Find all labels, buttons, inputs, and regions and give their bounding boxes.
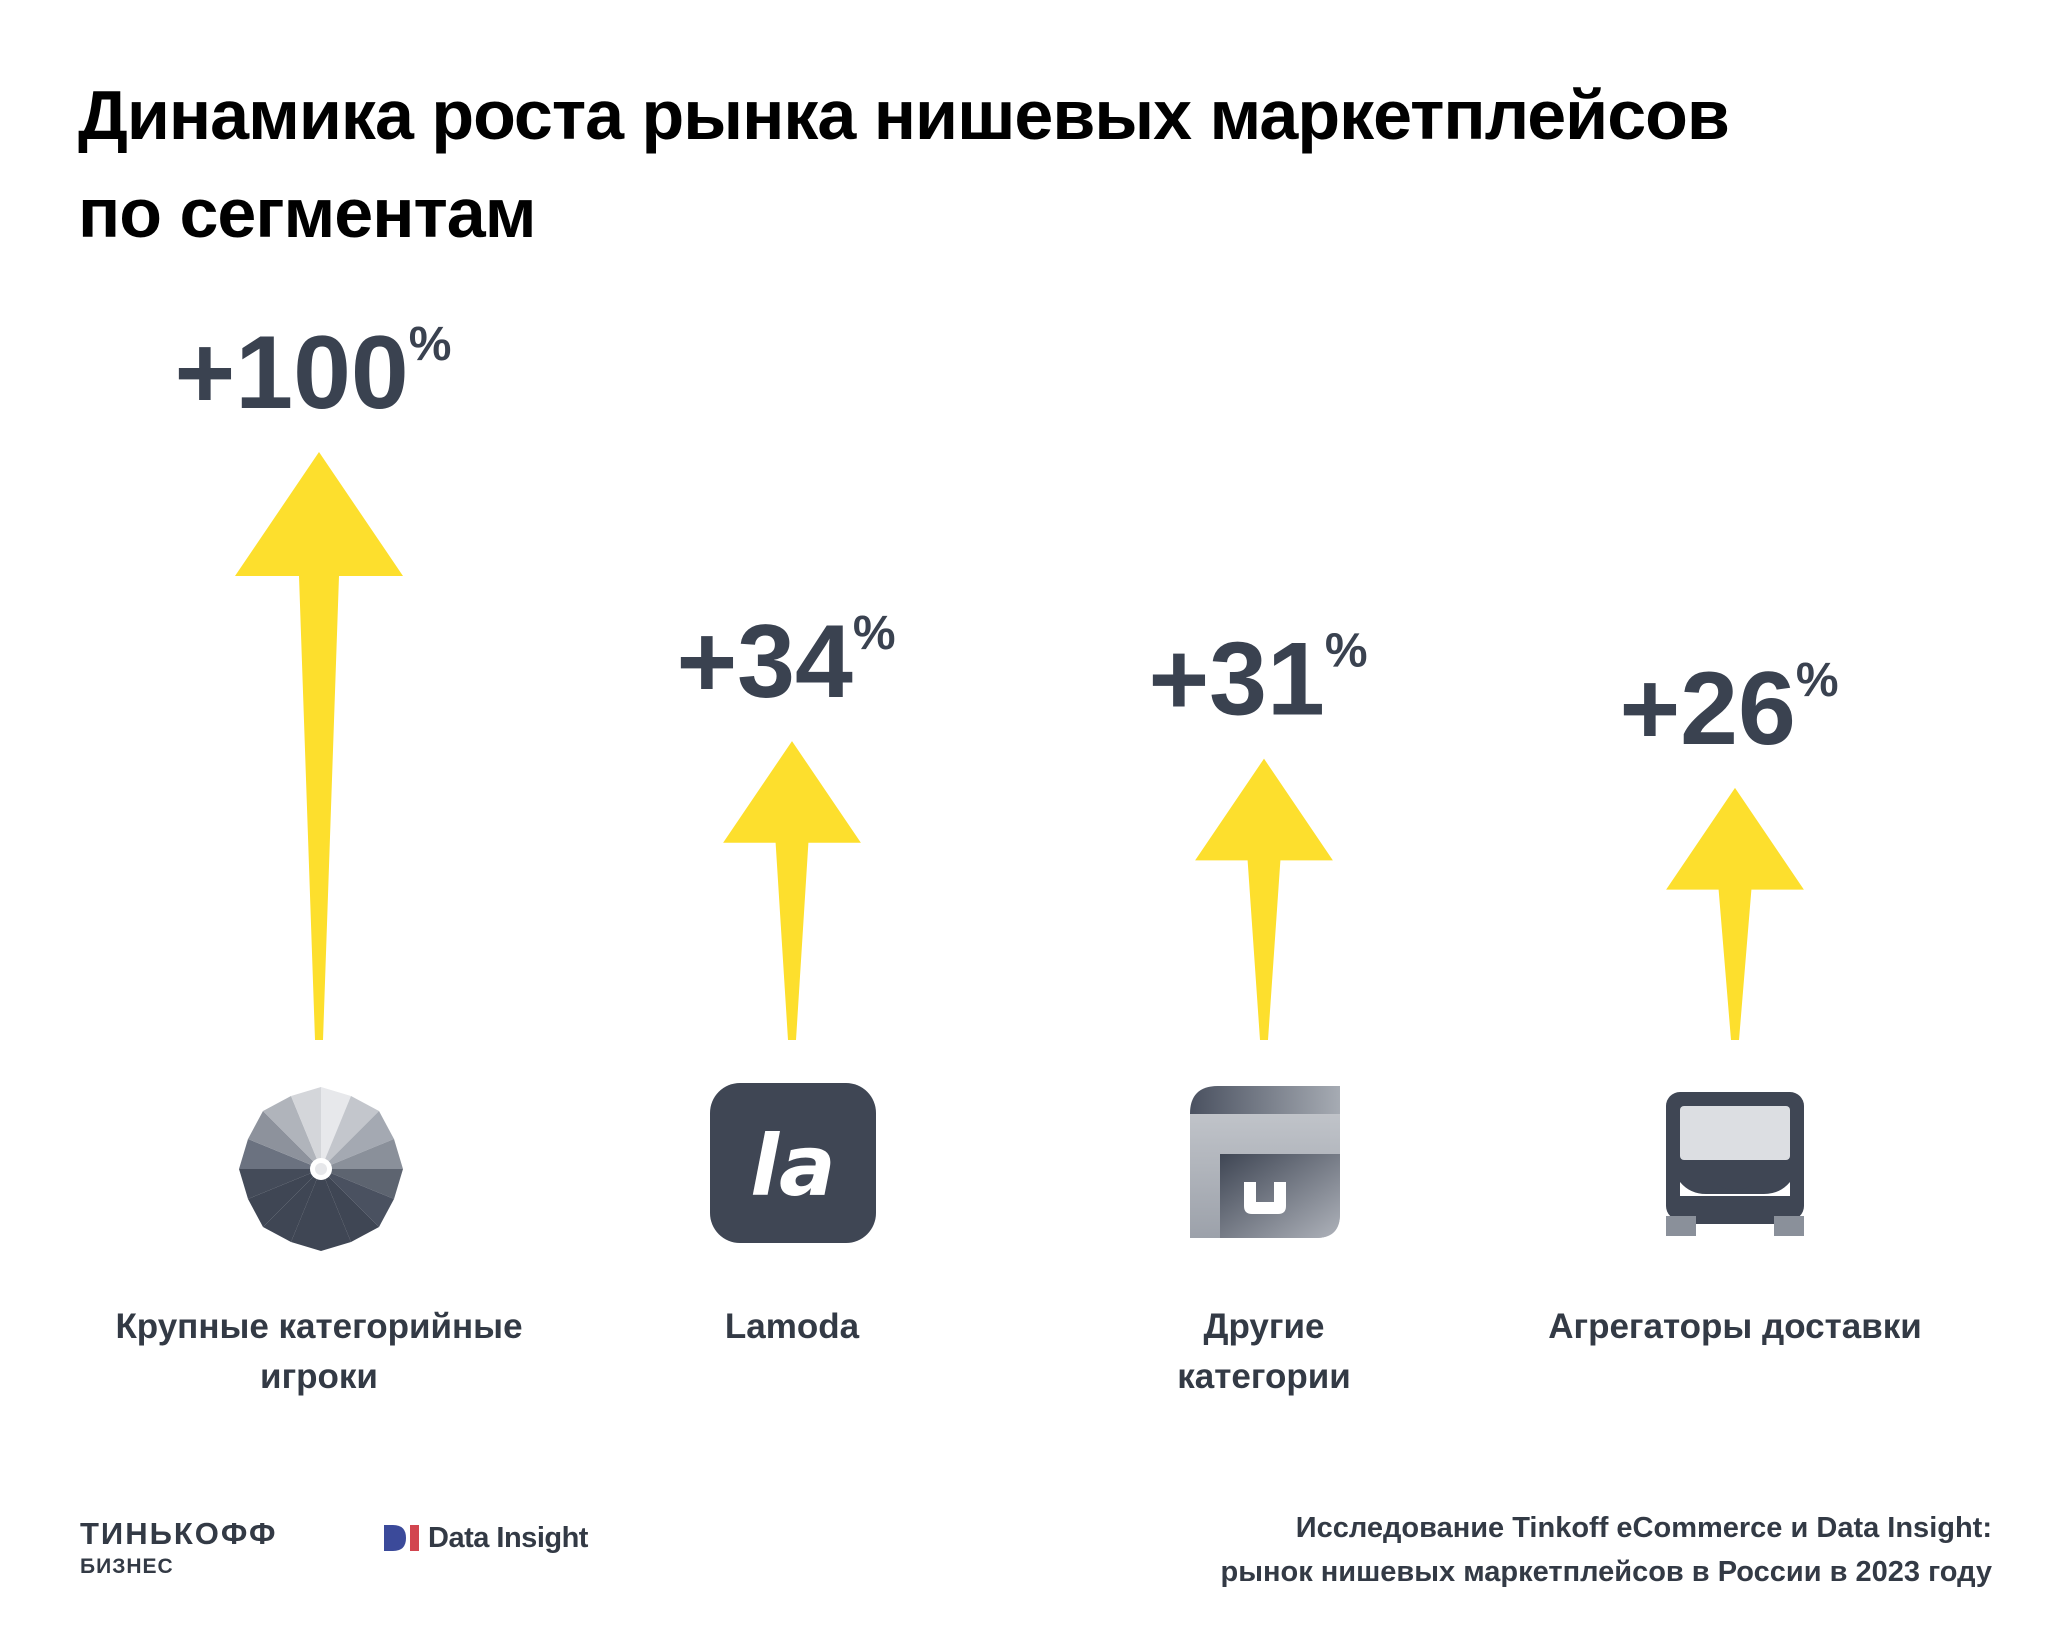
growth-value-label-1: +34% [676, 604, 895, 720]
data-insight-logo-text: Data Insight [428, 1521, 588, 1554]
growth-value-label-2: +31% [1148, 622, 1367, 738]
category-label-major-players: Крупные категорийные игроки [115, 1307, 523, 1396]
lamoda-logo-text: la [750, 1117, 835, 1215]
source-note: Исследование Tinkoff eCommerce и Data In… [1220, 1506, 1992, 1594]
growth-value-label-3: +26% [1619, 651, 1838, 767]
growth-arrow-3 [1666, 787, 1804, 1040]
category-label-other: Другие категории [1177, 1307, 1351, 1396]
growth-arrow-0 [235, 452, 403, 1040]
shop-window-icon [1190, 1086, 1340, 1238]
bus-icon [1666, 1092, 1804, 1236]
source-line-2: рынок нишевых маркетплейсов в России в 2… [1220, 1556, 1992, 1588]
chart-title: Динамика роста рынка нишевых маркетплейс… [78, 66, 1978, 262]
data-insight-logo: Data Insight [384, 1518, 588, 1558]
category-label-delivery: Агрегаторы доставки [1548, 1307, 1922, 1346]
tinkoff-logo-line-1: ТИНЬКОФФ [80, 1516, 278, 1551]
tinkoff-business-logo: ТИНЬКОФФ БИЗНЕС [80, 1515, 277, 1581]
growth-arrow-1 [723, 741, 861, 1040]
umbrella-icon [239, 1087, 403, 1251]
source-line-1: Исследование Tinkoff eCommerce и Data In… [1295, 1512, 1992, 1544]
category-label-lamoda: Lamoda [724, 1307, 860, 1346]
growth-arrow-2 [1195, 758, 1333, 1040]
data-insight-mark-icon [384, 1525, 419, 1551]
tinkoff-logo-line-2: БИЗНЕС [80, 1555, 174, 1578]
growth-value-label-0: +100% [175, 315, 452, 431]
chart-title-line-1: Динамика роста рынка нишевых маркетплейс… [78, 76, 1730, 154]
lamoda-logo-icon: la [710, 1083, 876, 1243]
chart-title-line-2: по сегментам [78, 174, 537, 252]
